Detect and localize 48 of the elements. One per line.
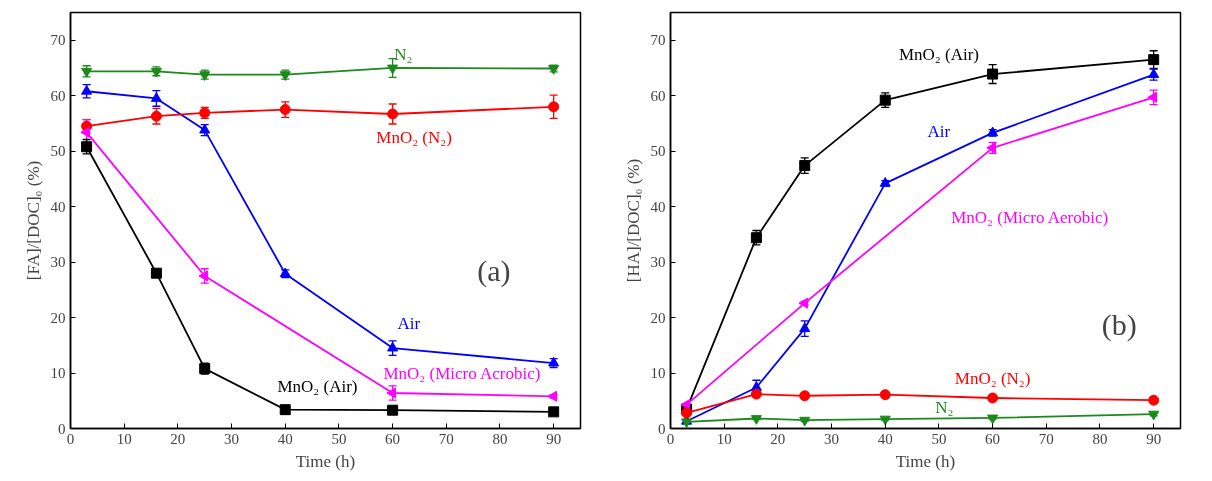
y-tick-label: 50 [50, 143, 66, 160]
x-tick-label: 10 [116, 430, 132, 447]
y-tick-label: 30 [650, 254, 666, 271]
series-label: MnO₂ (Micro Aerobic) [951, 208, 1109, 228]
series-label: Air [397, 313, 421, 333]
y-tick-label: 70 [50, 32, 66, 49]
series-label: MnO₂ (Micro Acrobic) [383, 363, 541, 383]
x-tick-label: 60 [385, 430, 401, 447]
x-tick-label: 20 [770, 430, 786, 447]
series-label: Air [927, 122, 951, 142]
y-axis-title: [HA]/[DOC]₀ (%) [623, 158, 643, 283]
x-tick-label: 60 [985, 430, 1001, 447]
series-label: MnO₂ (N₂) [954, 369, 1031, 389]
x-tick-label: 50 [331, 430, 347, 447]
y-tick-label: 40 [50, 198, 66, 215]
series-label: N₂ [935, 397, 954, 417]
series-label: N₂ [394, 44, 413, 64]
y-axis-title: [FA]/[DOC]₀ (%) [23, 160, 43, 281]
x-tick-label: 50 [931, 430, 947, 447]
y-tick-label: 70 [650, 32, 666, 49]
series-label: MnO₂ (N₂) [376, 127, 452, 147]
x-tick-label: 80 [492, 430, 508, 447]
x-tick-label: 20 [170, 430, 186, 447]
x-tick-label: 30 [224, 430, 240, 447]
annotation: (a) [477, 253, 511, 288]
x-tick-label: 10 [716, 430, 732, 447]
x-tick-label: 40 [877, 430, 893, 447]
x-tick-label: 90 [1146, 430, 1162, 447]
x-tick-label: 40 [277, 430, 293, 447]
x-axis-title: Time (h) [295, 451, 356, 471]
y-tick-label: 60 [650, 87, 666, 104]
series-label: MnO₂ (Air) [277, 377, 358, 397]
y-tick-label: 10 [50, 365, 66, 382]
y-tick-label: 20 [50, 309, 66, 326]
y-tick-label: 30 [50, 254, 66, 271]
x-tick-label: 90 [546, 430, 562, 447]
annotation: (b) [1101, 308, 1137, 342]
x-tick-label: 80 [1092, 430, 1108, 447]
y-tick-label: 60 [50, 87, 66, 104]
y-tick-label: 40 [650, 198, 666, 215]
x-tick-label: 70 [1038, 430, 1054, 447]
x-axis-title: Time (h) [895, 451, 956, 471]
y-tick-label: 10 [650, 365, 666, 382]
y-tick-label: 50 [650, 143, 666, 160]
series-label: MnO₂ (Air) [898, 44, 979, 64]
x-tick-label: 30 [824, 430, 840, 447]
y-tick-label: 20 [650, 309, 666, 326]
x-tick-label: 70 [438, 430, 454, 447]
